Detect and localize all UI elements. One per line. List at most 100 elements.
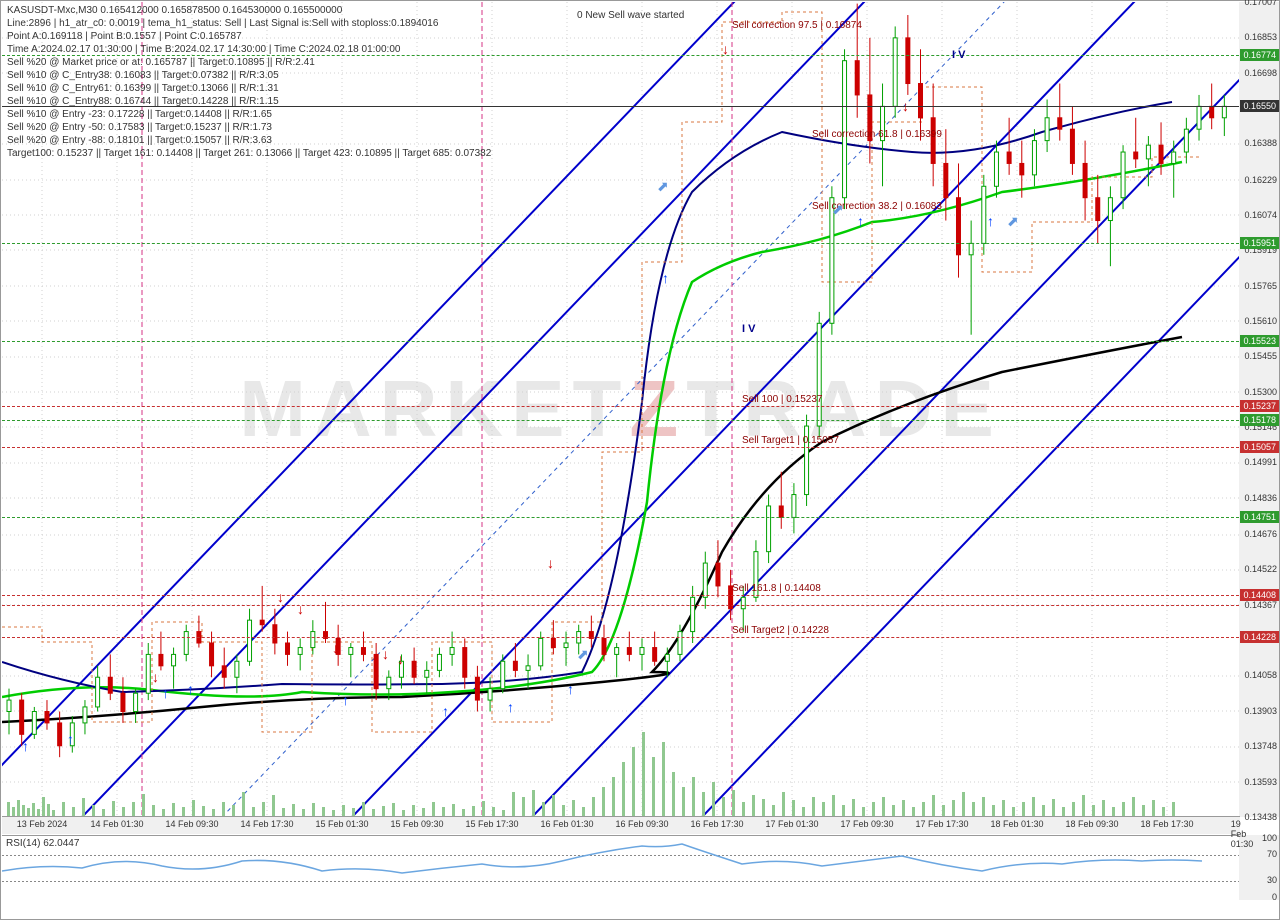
y-tick: 0.16388 (1244, 138, 1277, 148)
price-box: 0.14751 (1240, 511, 1279, 523)
rsi-svg (2, 836, 1240, 901)
down-arrow-icon: ↓ (382, 646, 389, 662)
h-line (2, 406, 1239, 407)
up-arrow-icon: ↑ (987, 213, 994, 229)
y-tick: 0.15765 (1244, 281, 1277, 291)
x-tick: 18 Feb 09:30 (1065, 819, 1118, 829)
sell-annotation: Sell 161.8 | 0.14408 (732, 583, 821, 594)
price-box: 0.15523 (1240, 335, 1279, 347)
up-arrow-icon: ↑ (67, 731, 74, 747)
y-tick: 0.15300 (1244, 387, 1277, 397)
up-arrow-icon: ↑ (442, 703, 449, 719)
up-arrow-icon: ⬈ (832, 201, 844, 218)
title-line: KASUSDT-Mxc,M30 0.165412000 0.165878500 … (7, 5, 342, 16)
sell-annotation: Sell 100 | 0.15237 (742, 394, 822, 405)
x-tick: 17 Feb 17:30 (915, 819, 968, 829)
up-arrow-icon: ⬈ (577, 646, 589, 663)
price-box: 0.14408 (1240, 589, 1279, 601)
y-tick: 0.15610 (1244, 316, 1277, 326)
y-tick: 0.14522 (1244, 564, 1277, 574)
h-line (2, 420, 1239, 421)
y-tick: 0.14058 (1244, 670, 1277, 680)
wave-label: I V (952, 49, 965, 61)
x-tick: 17 Feb 09:30 (840, 819, 893, 829)
price-box: 0.16550 (1240, 100, 1279, 112)
info-line2: Line:2896 | h1_atr_c0: 0.0019 | tema_h1_… (7, 18, 438, 29)
y-tick: 0.13593 (1244, 777, 1277, 787)
up-arrow-icon: ↑ (162, 685, 169, 701)
h-line (2, 243, 1239, 244)
down-arrow-icon: ↓ (902, 98, 909, 114)
h-line (2, 595, 1239, 596)
x-axis: 13 Feb 2024 14 Feb 01:30 14 Feb 09:30 14 Fe… (2, 816, 1240, 834)
info-line6: Sell %10 @ C_Entry38: 0.16083 || Target:… (7, 70, 279, 81)
rsi-panel[interactable]: RSI(14) 62.0447 (2, 835, 1240, 900)
x-tick: 16 Feb 17:30 (690, 819, 743, 829)
x-tick: 14 Feb 09:30 (165, 819, 218, 829)
x-tick: 16 Feb 09:30 (615, 819, 668, 829)
info-line4: Time A:2024.02.17 01:30:00 | Time B:2024… (7, 44, 400, 55)
down-arrow-icon: ↓ (297, 601, 304, 617)
x-tick: 13 Feb 2024 (17, 819, 68, 829)
watermark-pre: MARKET (239, 363, 629, 455)
up-arrow-icon: ↑ (22, 738, 29, 754)
rsi-tick-70: 70 (1267, 849, 1277, 859)
wave-label: I V (742, 323, 755, 335)
x-tick: 14 Feb 17:30 (240, 819, 293, 829)
info-line8: Sell %10 @ C_Entry88: 0.16744 || Target:… (7, 96, 279, 107)
up-arrow-icon: ↑ (567, 681, 574, 697)
price-box: 0.15237 (1240, 400, 1279, 412)
y-tick: 0.13748 (1244, 741, 1277, 751)
h-line (2, 637, 1239, 638)
x-tick: 18 Feb 17:30 (1140, 819, 1193, 829)
up-arrow-icon: ↑ (507, 699, 514, 715)
y-axis: 0.170070.168530.166980.163880.162290.160… (1239, 2, 1279, 817)
main-chart[interactable]: MARKET Z TRADE (2, 2, 1240, 817)
y-tick: 0.15455 (1244, 351, 1277, 361)
y-tick: 0.16074 (1244, 210, 1277, 220)
x-tick: 15 Feb 01:30 (315, 819, 368, 829)
info-line11: Sell %20 @ Entry -88: 0.18101 || Target:… (7, 135, 272, 146)
sell-annotation: Sell Target2 | 0.14228 (732, 625, 829, 636)
price-box: 0.15057 (1240, 441, 1279, 453)
down-arrow-icon: ↓ (152, 669, 159, 685)
x-tick: 15 Feb 09:30 (390, 819, 443, 829)
x-tick: 14 Feb 01:30 (90, 819, 143, 829)
y-tick: 0.16698 (1244, 68, 1277, 78)
rsi-tick-30: 30 (1267, 875, 1277, 885)
info-line3: Point A:0.169118 | Point B:0.1557 | Poin… (7, 31, 242, 42)
y-tick: 0.14991 (1244, 457, 1277, 467)
watermark: MARKET Z TRADE (239, 363, 1002, 455)
chart-container: MARKET Z TRADE (0, 0, 1280, 920)
down-arrow-icon: ↓ (397, 651, 404, 667)
up-arrow-icon: ↑ (662, 270, 669, 286)
watermark-post: TRADE (686, 363, 1002, 455)
up-arrow-icon: ↑ (187, 681, 194, 697)
x-tick: 19 Feb 01:30 (1231, 819, 1254, 849)
x-tick: 16 Feb 01:30 (540, 819, 593, 829)
y-tick: 0.16853 (1244, 32, 1277, 42)
price-box: 0.15178 (1240, 414, 1279, 426)
sell-annotation: Sell correction 97.5 | 0.16874 (732, 20, 862, 31)
h-line (2, 447, 1239, 448)
info-line12: Target100: 0.15237 || Target 161: 0.1440… (7, 148, 491, 159)
info-line5: Sell %20 @ Market price or at: 0.165787 … (7, 57, 315, 68)
price-box: 0.15951 (1240, 237, 1279, 249)
watermark-mid: Z (629, 363, 686, 455)
h-line (2, 605, 1239, 606)
info-line7: Sell %10 @ C_Entry61: 0.16399 || Target:… (7, 83, 279, 94)
rsi-label: RSI(14) 62.0447 (6, 838, 79, 849)
y-tick: 0.14676 (1244, 529, 1277, 539)
up-arrow-icon: ⬈ (657, 178, 669, 195)
down-arrow-icon: ↓ (722, 41, 729, 57)
sell-annotation: Sell correction 61.8 | 0.16399 (812, 129, 942, 140)
x-tick: 15 Feb 17:30 (465, 819, 518, 829)
y-tick: 0.14836 (1244, 493, 1277, 503)
h-line (2, 517, 1239, 518)
info-line10: Sell %20 @ Entry -50: 0.17583 || Target:… (7, 122, 272, 133)
info-line9: Sell %10 @ Entry -23: 0.17228 || Target:… (7, 109, 272, 120)
price-box: 0.14228 (1240, 631, 1279, 643)
up-arrow-icon: ⬈ (1007, 213, 1019, 230)
rsi-tick-100: 100 (1262, 833, 1277, 843)
y-tick: 0.17007 (1244, 0, 1277, 7)
